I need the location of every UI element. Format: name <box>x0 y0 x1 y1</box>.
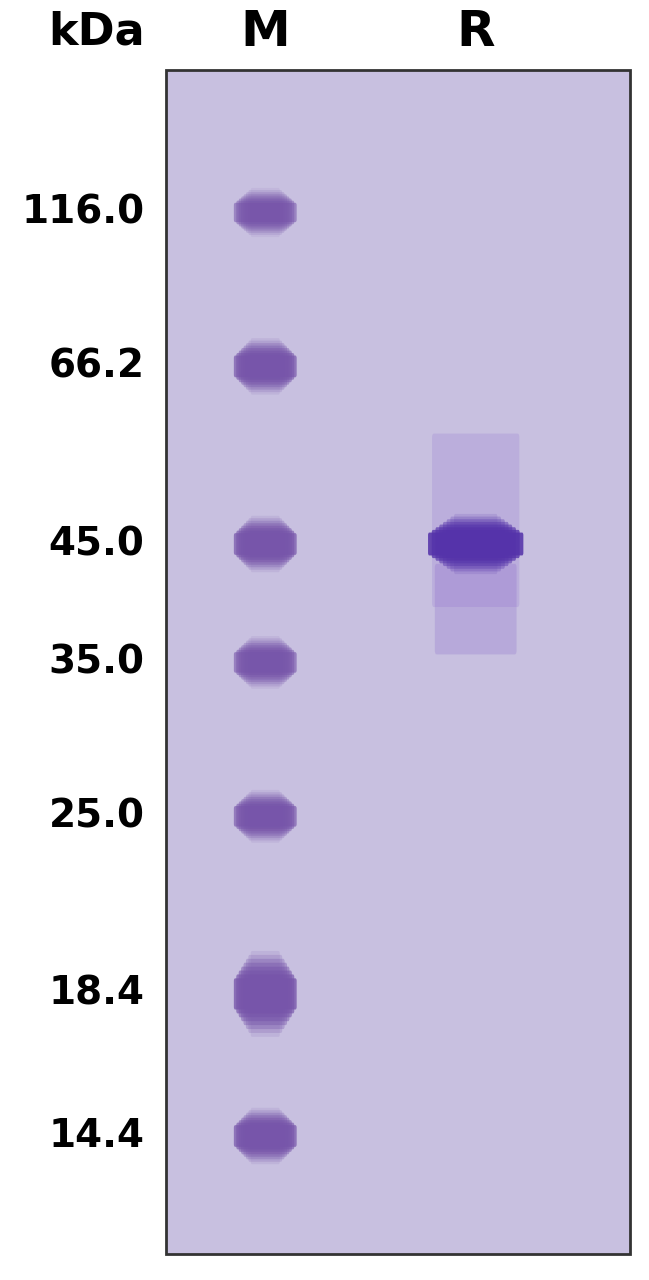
FancyBboxPatch shape <box>236 804 294 829</box>
FancyBboxPatch shape <box>454 513 497 575</box>
FancyBboxPatch shape <box>439 525 512 563</box>
FancyBboxPatch shape <box>234 652 297 673</box>
FancyBboxPatch shape <box>246 959 285 1029</box>
FancyBboxPatch shape <box>249 639 282 686</box>
FancyBboxPatch shape <box>241 966 289 1021</box>
Text: 25.0: 25.0 <box>49 797 145 836</box>
FancyBboxPatch shape <box>450 517 501 571</box>
FancyBboxPatch shape <box>236 201 294 224</box>
FancyBboxPatch shape <box>246 640 285 685</box>
FancyBboxPatch shape <box>443 522 509 566</box>
FancyBboxPatch shape <box>251 188 280 237</box>
FancyBboxPatch shape <box>239 801 292 831</box>
FancyBboxPatch shape <box>234 202 297 223</box>
Text: R: R <box>456 8 495 56</box>
Text: 18.4: 18.4 <box>49 975 145 1012</box>
FancyBboxPatch shape <box>251 790 280 842</box>
FancyBboxPatch shape <box>246 343 285 389</box>
FancyBboxPatch shape <box>249 189 282 236</box>
FancyBboxPatch shape <box>249 1110 282 1162</box>
FancyBboxPatch shape <box>251 951 280 1037</box>
Text: kDa: kDa <box>49 10 145 54</box>
FancyBboxPatch shape <box>249 340 282 392</box>
FancyBboxPatch shape <box>239 970 292 1018</box>
Text: 116.0: 116.0 <box>21 193 145 232</box>
FancyBboxPatch shape <box>249 792 282 841</box>
FancyBboxPatch shape <box>243 963 287 1025</box>
FancyBboxPatch shape <box>249 518 282 570</box>
Text: 14.4: 14.4 <box>49 1117 145 1155</box>
FancyBboxPatch shape <box>241 1117 289 1155</box>
FancyBboxPatch shape <box>243 643 287 682</box>
FancyBboxPatch shape <box>435 527 516 561</box>
FancyBboxPatch shape <box>432 434 519 607</box>
FancyBboxPatch shape <box>251 516 280 572</box>
FancyBboxPatch shape <box>236 650 294 675</box>
FancyBboxPatch shape <box>243 1115 287 1157</box>
FancyBboxPatch shape <box>239 648 292 677</box>
Text: 35.0: 35.0 <box>49 644 145 681</box>
FancyBboxPatch shape <box>234 1125 297 1147</box>
FancyBboxPatch shape <box>246 192 285 233</box>
FancyBboxPatch shape <box>239 1120 292 1152</box>
FancyBboxPatch shape <box>241 526 289 562</box>
FancyBboxPatch shape <box>251 636 280 689</box>
FancyBboxPatch shape <box>246 1112 285 1160</box>
FancyBboxPatch shape <box>249 955 282 1033</box>
FancyBboxPatch shape <box>234 534 297 554</box>
FancyBboxPatch shape <box>435 564 517 654</box>
FancyBboxPatch shape <box>234 978 297 1010</box>
Text: M: M <box>240 8 290 56</box>
FancyBboxPatch shape <box>243 524 287 564</box>
FancyBboxPatch shape <box>251 1107 280 1165</box>
FancyBboxPatch shape <box>166 70 630 1254</box>
FancyBboxPatch shape <box>447 520 505 568</box>
FancyBboxPatch shape <box>241 348 289 385</box>
FancyBboxPatch shape <box>241 196 289 229</box>
Text: 66.2: 66.2 <box>49 347 145 385</box>
FancyBboxPatch shape <box>246 795 285 838</box>
FancyBboxPatch shape <box>239 529 292 559</box>
FancyBboxPatch shape <box>243 346 287 387</box>
FancyBboxPatch shape <box>236 531 294 557</box>
FancyBboxPatch shape <box>236 974 294 1014</box>
FancyBboxPatch shape <box>243 195 287 230</box>
FancyBboxPatch shape <box>236 1123 294 1149</box>
FancyBboxPatch shape <box>428 532 523 556</box>
FancyBboxPatch shape <box>234 356 297 378</box>
Text: 45.0: 45.0 <box>49 525 145 563</box>
FancyBboxPatch shape <box>251 338 280 394</box>
FancyBboxPatch shape <box>241 799 289 833</box>
FancyBboxPatch shape <box>432 530 520 558</box>
FancyBboxPatch shape <box>241 645 289 680</box>
FancyBboxPatch shape <box>239 351 292 383</box>
FancyBboxPatch shape <box>246 521 285 567</box>
FancyBboxPatch shape <box>239 198 292 227</box>
FancyBboxPatch shape <box>234 806 297 827</box>
FancyBboxPatch shape <box>236 353 294 380</box>
FancyBboxPatch shape <box>243 797 287 836</box>
